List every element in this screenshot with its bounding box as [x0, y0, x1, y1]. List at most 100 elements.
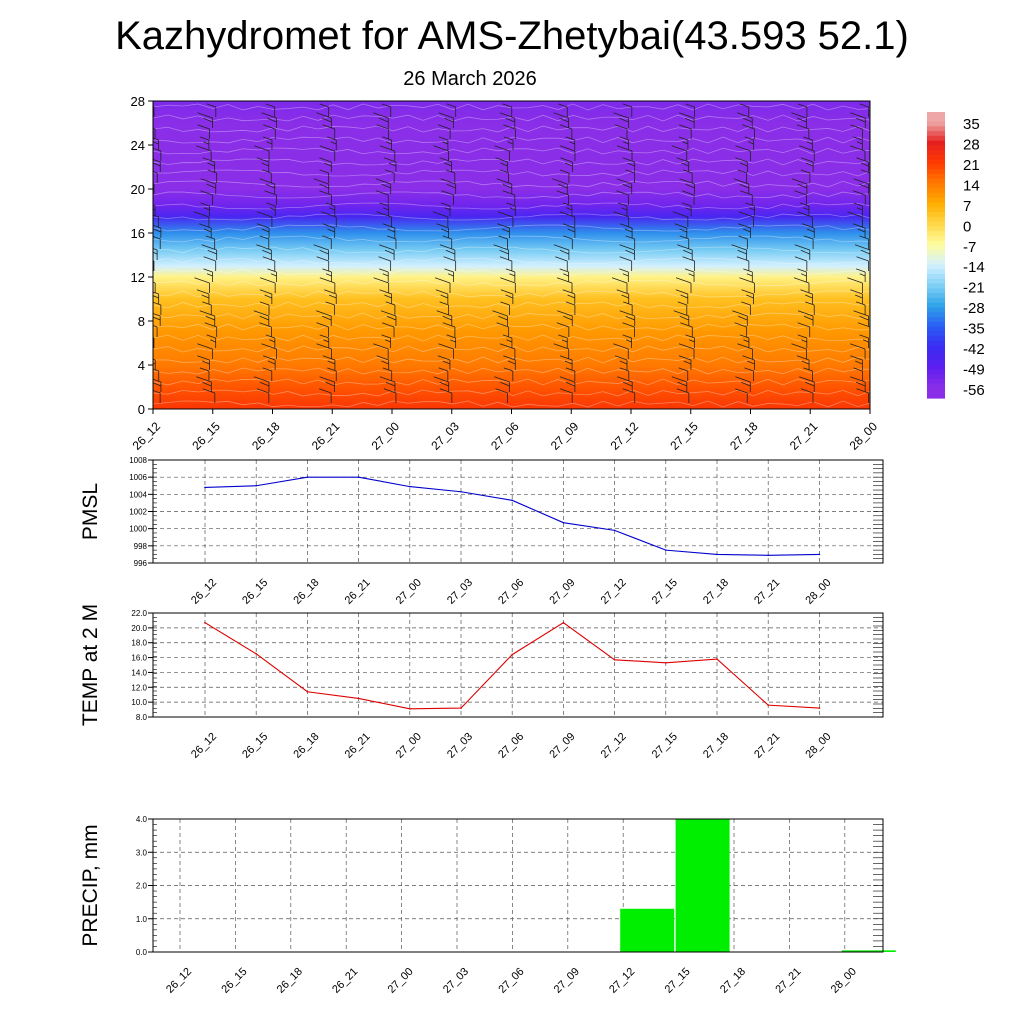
wind-barb-feather: [853, 202, 863, 207]
wind-barb-feather: [432, 211, 448, 218]
wind-barb-feather: [329, 207, 335, 211]
wind-barb-feather: [616, 190, 629, 196]
data-point: [613, 529, 616, 532]
wind-barb-feather: [261, 228, 270, 233]
wind-barb-feather: [330, 141, 337, 145]
heatmap-ytick-label: 24: [131, 138, 145, 153]
ytick-label: 12.0: [131, 683, 147, 692]
wind-barb-feather: [259, 381, 270, 387]
wind-barb-feather: [256, 223, 270, 229]
wind-barb-feather: [499, 112, 515, 119]
wind-barb-feather: [746, 294, 754, 299]
wind-barb-feather: [684, 117, 695, 123]
wind-barb-feather: [256, 157, 269, 163]
wind-barb-feather: [565, 162, 573, 167]
wind-barb-feather: [677, 301, 687, 306]
wind-barb-feather: [201, 294, 210, 299]
wind-barb-feather: [327, 360, 336, 365]
wind-barb-feather: [797, 310, 814, 317]
wind-barb-feather: [498, 315, 508, 321]
wind-barb-feather: [671, 376, 687, 383]
wind-barb-feather: [382, 136, 392, 141]
wind-barb-feather: [619, 256, 632, 262]
wind-barb-feather: [746, 273, 753, 277]
colorbar-swatch: [927, 255, 945, 261]
plot-frame: [152, 459, 884, 564]
wind-barb-feather: [803, 367, 813, 372]
wind-barb-feather: [442, 315, 452, 321]
wind-barb-feather: [859, 273, 866, 277]
wind-barb-feather: [436, 310, 452, 317]
colorbar-swatch: [927, 112, 945, 118]
wind-barb-feather: [796, 355, 810, 361]
xtick-label: 27_18: [701, 731, 731, 761]
colorbar-swatch: [927, 312, 945, 318]
colorbar-swatch: [927, 336, 945, 342]
wind-barb-feather: [444, 207, 451, 211]
wind-barb-feather: [385, 381, 396, 387]
data-point: [767, 554, 769, 557]
wind-barb-feather: [805, 381, 815, 387]
wind-barb-feather: [685, 183, 695, 189]
wind-barb-feather: [437, 355, 451, 361]
wind-barb-feather: [623, 381, 633, 387]
wind-barb-feather: [625, 315, 635, 321]
colorbar-swatch: [927, 226, 945, 232]
wind-barb-feather: [493, 244, 509, 251]
colorbar-swatch: [927, 393, 945, 399]
wind-barb-feather: [689, 339, 695, 343]
wind-barb-feather: [382, 367, 392, 372]
wind-barb-feather: [678, 343, 695, 350]
wind-barb-feather: [206, 103, 216, 108]
wind-barb-feather: [559, 169, 570, 174]
wind-barb-feather: [737, 249, 747, 255]
wind-barb-feather: [677, 381, 687, 387]
wind-barb-feather: [619, 268, 629, 273]
wind-barb-feather: [678, 136, 689, 141]
wind-barb-feather: [323, 162, 332, 167]
wind-barb-feather: [625, 235, 635, 240]
colorbar-label: -21: [963, 280, 985, 297]
wind-barb-feather: [558, 183, 568, 189]
colorbar-swatch: [927, 212, 945, 218]
wind-barb-feather: [672, 211, 688, 218]
wind-barb-feather: [791, 343, 807, 350]
wind-barb-feather: [622, 183, 632, 189]
wind-barb-feather: [384, 294, 392, 299]
wind-barb-feather: [153, 325, 158, 328]
wind-barb-feather: [616, 145, 633, 152]
wind-barb-feather: [684, 268, 695, 273]
wind-barb-feather: [797, 103, 808, 108]
plot-area: [153, 613, 883, 717]
precip-bar: [620, 908, 675, 952]
ytick-label: 2.0: [136, 882, 148, 891]
wind-barb-feather: [806, 228, 815, 233]
wind-barb-feather: [325, 381, 335, 387]
wind-barb-feather: [153, 117, 154, 119]
wind-barb-feather: [738, 211, 754, 218]
wind-barb-feather: [681, 162, 689, 167]
heatmap-ytick-label: 0: [138, 402, 145, 417]
wind-barb-feather: [207, 162, 215, 167]
wind-barb-feather: [857, 322, 870, 328]
ytick-label: 4.0: [136, 815, 148, 824]
contour-line: [153, 345, 870, 353]
wind-barb-feather: [373, 277, 389, 284]
ytick-label: 998: [134, 542, 148, 551]
wind-barb-feather: [440, 294, 449, 299]
wind-barb-feather: [259, 289, 272, 295]
wind-barb-feather: [447, 273, 454, 277]
wind-barb-feather: [379, 376, 396, 383]
xtick-label: 27_06: [496, 577, 526, 607]
heatmap-panel: 0 4 8 12 16 20 24 28 26_12 26_15 26_18 26_21 27_00 27…: [130, 94, 881, 453]
wind-barb-feather: [505, 268, 515, 273]
wind-barb-feather: [559, 355, 573, 361]
wind-barb-feather: [259, 322, 272, 328]
xtick-label: 26_21: [330, 966, 360, 996]
wind-barb-feather: [267, 360, 276, 365]
xtick-label: 27_00: [394, 577, 424, 607]
wind-barb-feather: [499, 256, 512, 262]
wind-barb-feather: [559, 211, 575, 218]
xtick-label: 27_18: [718, 966, 748, 996]
wind-barb-feather: [319, 103, 329, 108]
